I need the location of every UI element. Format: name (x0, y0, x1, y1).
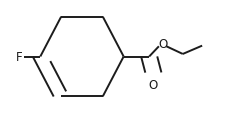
Text: F: F (16, 51, 22, 63)
Text: O: O (158, 38, 167, 51)
Text: O: O (149, 78, 158, 91)
